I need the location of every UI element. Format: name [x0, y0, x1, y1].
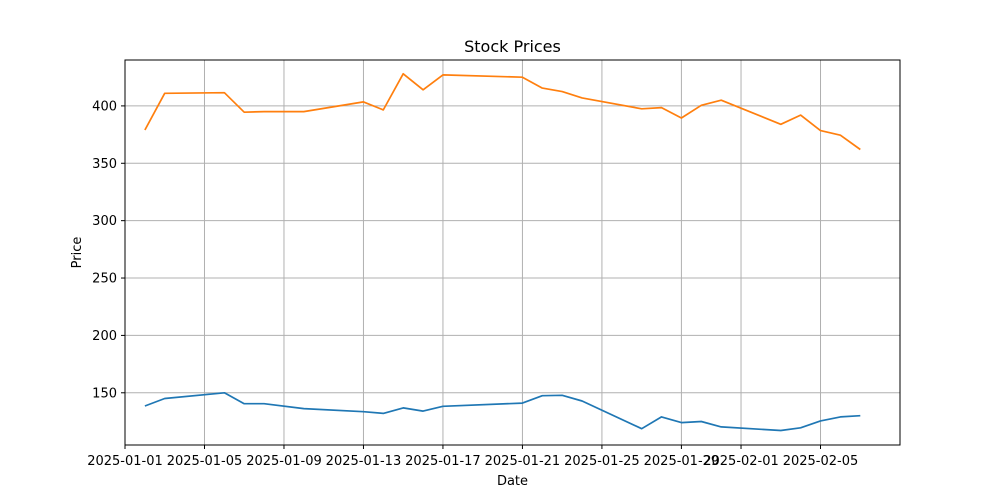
- y-tick-label: 150: [92, 386, 117, 401]
- y-tick-label: 250: [92, 272, 117, 287]
- x-tick-label: 2025-01-17: [405, 454, 481, 469]
- x-tick-label: 2025-01-29: [644, 454, 720, 469]
- plot-frame: [124, 59, 901, 446]
- x-tick-label: 2025-01-25: [564, 454, 640, 469]
- series-lines: [144, 72, 861, 432]
- y-axis-label: Price: [70, 237, 85, 269]
- x-tick-label: 2025-01-13: [326, 454, 402, 469]
- chart-title: Stock Prices: [464, 37, 561, 56]
- y-tick-label: 200: [92, 329, 117, 344]
- x-axis-ticks: 2025-01-01 2025-01-05 2025-01-09 2025-01-13…: [87, 445, 858, 469]
- y-tick-label: 400: [92, 99, 117, 114]
- x-tick-label: 2025-02-01: [703, 454, 779, 469]
- x-tick-label: 2025-01-09: [246, 454, 322, 469]
- y-axis-ticks: 150 200 250 300 350 400: [92, 99, 125, 401]
- x-tick-label: 2025-01-05: [167, 454, 243, 469]
- x-tick-label: 2025-01-21: [485, 454, 561, 469]
- y-tick-label: 350: [92, 157, 117, 172]
- grid-lines: [124, 60, 900, 445]
- y-tick-label: 300: [92, 214, 117, 229]
- x-tick-label: 2025-01-01: [87, 454, 163, 469]
- x-tick-label: 2025-02-05: [783, 454, 859, 469]
- x-axis-label: Date: [497, 474, 528, 489]
- series-line-1: [144, 391, 861, 432]
- series-line-2: [144, 72, 861, 151]
